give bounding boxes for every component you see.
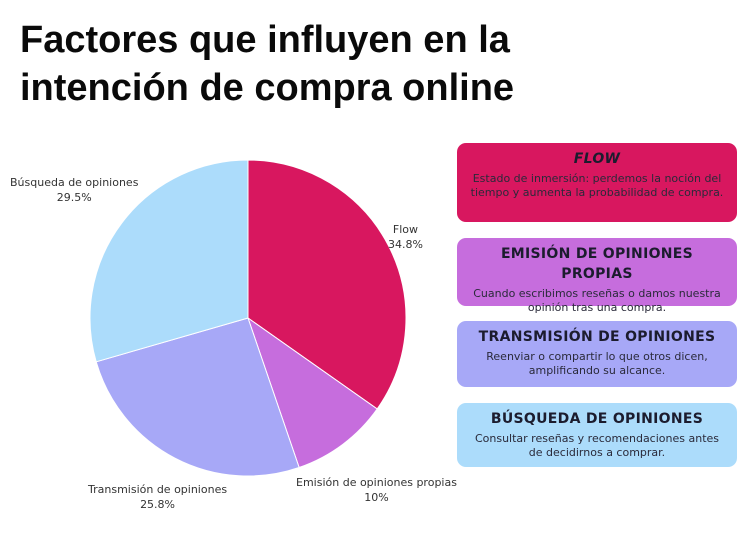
card-desc-flow: Estado de inmersión: perdemos la noción … xyxy=(470,172,724,199)
slice-name-emision: Emisión de opiniones propias xyxy=(296,476,457,489)
slice-value-emision: 10% xyxy=(364,491,389,504)
card-title-busqueda: BÚSQUEDA DE OPINIONES xyxy=(490,411,704,427)
card-emision: EMISIÓN DE OPINIONES PROPIAS Cuando escr… xyxy=(457,238,737,314)
card-desc-transmision: Reenviar o compartir lo que otros dicen,… xyxy=(486,350,708,377)
card-busqueda: BÚSQUEDA DE OPINIONES Consultar reseñas … xyxy=(457,403,737,467)
title-line-1: Factores que influyen en la xyxy=(20,19,510,61)
slice-label-busqueda: Búsqueda de opiniones 29.5% xyxy=(10,175,138,205)
card-transmision: TRANSMISIÓN DE OPINIONES Reenviar o comp… xyxy=(457,321,737,387)
card-title-flow: FLOW xyxy=(573,151,621,167)
card-desc-emision: Cuando escribimos reseñas o damos nuestr… xyxy=(473,287,721,314)
pie-slice-1 xyxy=(247,316,378,469)
card-title-transmision: TRANSMISIÓN DE OPINIONES xyxy=(478,329,716,345)
slice-name-transmision: Transmisión de opiniones xyxy=(88,483,228,496)
slice-label-flow: Flow 34.8% xyxy=(388,222,423,252)
pie-slice-2 xyxy=(95,317,300,477)
slice-label-transmision: Transmisión de opiniones 25.8% xyxy=(88,482,227,512)
card-title-emision: EMISIÓN DE OPINIONES PROPIAS xyxy=(500,246,694,282)
slice-label-emision: Emisión de opiniones propias 10% xyxy=(296,475,457,505)
slice-name-busqueda: Búsqueda de opiniones xyxy=(10,176,139,189)
slice-name-flow: Flow xyxy=(392,223,419,236)
slice-value-flow: 34.8% xyxy=(388,238,423,251)
pie-slice-0 xyxy=(247,159,407,410)
slice-value-busqueda: 29.5% xyxy=(56,191,92,204)
title-line-2: intención de compra online xyxy=(20,67,515,109)
card-desc-busqueda: Consultar reseñas y recomendaciones ante… xyxy=(474,432,720,459)
pie-slice-3 xyxy=(89,159,249,363)
page-title: Factores que influyen en la intención de… xyxy=(20,16,720,112)
card-flow: FLOW Estado de inmersión: perdemos la no… xyxy=(457,143,737,222)
slice-value-transmision: 25.8% xyxy=(140,498,176,511)
